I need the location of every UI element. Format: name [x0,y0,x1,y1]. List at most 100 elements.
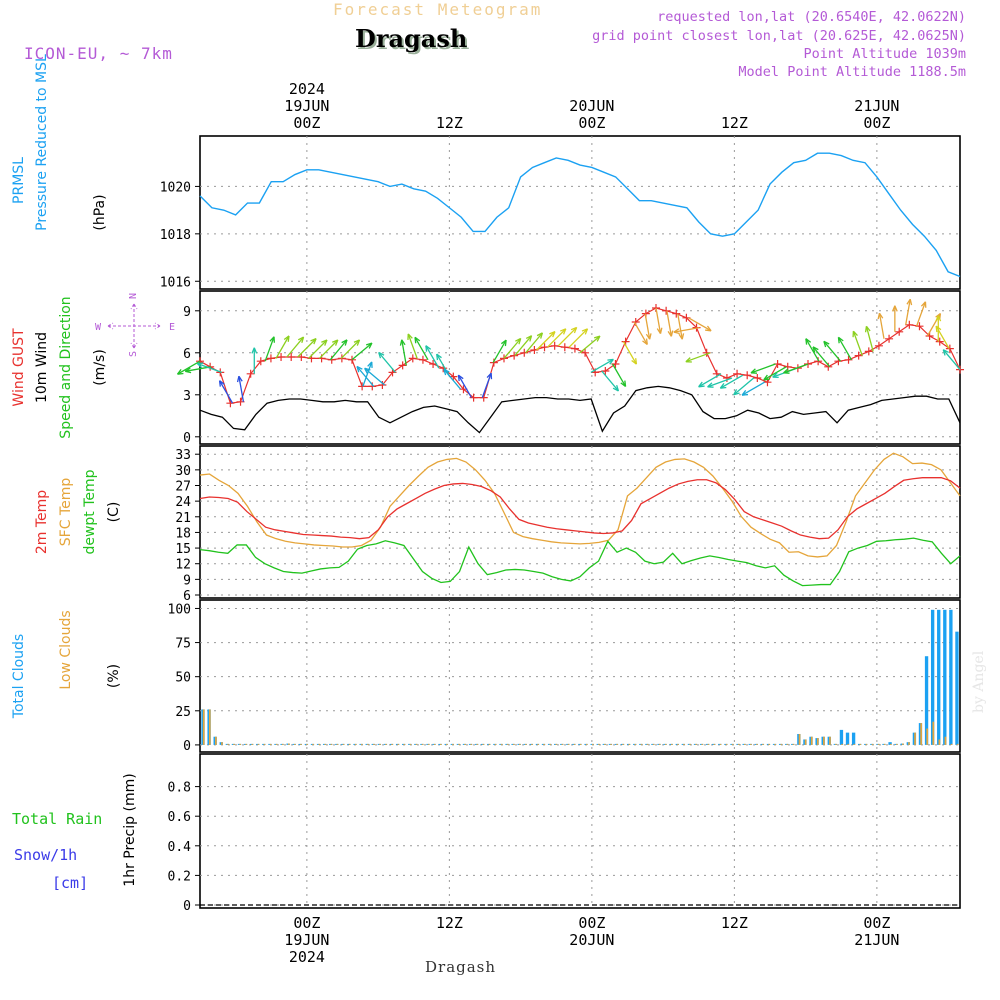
wind-direction-arrowhead [772,372,779,379]
wind-direction-arrowhead [805,338,812,345]
clouds-low-bar [525,743,527,745]
wind-gust-marker [601,367,610,375]
clouds-low-bar [786,743,789,745]
wind-direction-arrow [612,363,627,387]
wind-direction-arrow [733,377,755,396]
wind-direction-arrow [378,352,396,373]
wind-direction-arrowhead [549,331,556,338]
location-title: Dragash [355,24,468,53]
clouds-low-bar [494,743,497,745]
clouds-low-bar [482,743,485,745]
wind-direction-arrow [425,345,440,369]
compass-w: W [95,322,102,333]
wind-direction-arrow [275,335,290,359]
wind-gust-marker [672,309,681,318]
wind-direction-arrow [401,339,407,366]
clouds-low-bar [348,743,351,745]
temp-ytick-label: 18 [175,526,191,541]
wind-direction-arrow [601,370,619,392]
pressure-panel-frame [199,135,961,290]
clouds-low-bar [756,743,758,745]
wind-direction-arrowhead [837,336,844,344]
wind-direction-arrow [673,326,700,333]
clouds-low-bar [731,743,734,745]
wind-gust-marker [864,347,873,356]
time-tick-label: 00Z [293,114,320,132]
wind-direction-arrowhead [251,347,258,354]
wind-direction-arrowhead [570,326,578,334]
clouds-low-bar [902,743,904,745]
clouds-low-bar [628,743,631,745]
wind-direction-arrowhead [457,374,464,382]
clouds-total-bar [937,609,941,745]
clouds-axis-label: Total Clouds [11,634,27,719]
wind-direction-arrow [514,335,533,357]
clouds-low-bar [263,743,266,745]
temp-axis-label: SFC Temp [58,478,74,547]
precip-ytick-label: 0.6 [168,810,191,825]
clouds-total-bar [888,742,892,745]
precip-panel-frame [199,753,961,909]
wind-direction-arrow [568,328,588,348]
wind-direction-arrowhead [656,327,663,334]
precip-ytick-label: 0.8 [168,781,191,796]
wind-direction-arrowhead [283,335,290,342]
wind-direction-arrow [238,376,245,402]
temp-ytick-label: 21 [175,511,191,526]
wind-gust-marker [246,369,255,378]
clouds-low-bar [677,743,679,745]
wind-direction-arrowhead [581,328,589,335]
wind-ytick-label: 3 [183,389,191,404]
clouds-low-bar [452,743,454,745]
wind-direction-arrowhead [673,328,680,335]
temp-t2m-line [199,477,961,540]
wind-direction-arrow [677,313,683,340]
wind-gust-marker [256,357,265,366]
wind-gust-marker [753,374,762,382]
time-tick-label: 20JUN [569,97,614,115]
wind-direction-arrowhead [310,338,317,345]
wind-direction-arrow [318,339,339,359]
clouds-low-bar [312,743,314,745]
clouds-low-bar [306,743,308,745]
gridpoint-coords: grid point closest lon,lat (20.625E, 42.… [592,28,966,44]
wind-direction-arrowhead [612,384,620,392]
clouds-low-bar [221,742,223,745]
wind-direction-arrow [492,339,507,363]
clouds-low-bar [823,736,825,745]
temp-axis-label: 2m Temp [34,490,50,554]
compass-e: E [169,322,175,333]
clouds-low-bar [938,739,941,745]
clouds-ytick-label: 100 [168,602,191,617]
clouds-low-bar [458,743,460,745]
clouds-low-bar [865,743,868,745]
wind-direction-arrowhead [620,380,627,388]
clouds-low-bar [330,743,333,745]
clouds-low-bar [610,743,612,745]
wind-direction-arrow [308,339,328,359]
wind-direction-arrowhead [321,339,328,346]
clouds-low-bar [810,736,813,745]
clouds-low-bar [598,743,600,745]
wind-direction-arrowhead [364,367,371,374]
wind-direction-arrowhead [852,330,858,338]
wind-direction-arrow [503,338,522,359]
wind-direction-arrow [546,328,567,348]
clouds-low-bar [433,743,436,745]
time-tick-label: 19JUN [284,931,329,949]
wind-direction-arrowhead [733,389,740,396]
clouds-low-bar [652,743,655,745]
clouds-low-bar [367,743,369,745]
clouds-low-bar [713,743,716,745]
clouds-low-bar [239,743,242,745]
clouds-ytick-label: 75 [175,637,191,652]
wind-direction-arrow [329,339,348,361]
model-label: ICON-EU, ~ 7km [24,44,173,63]
wind-gust-marker [297,353,306,361]
wind-direction-arrow [356,366,375,387]
wind-direction-arrowhead [525,335,533,342]
clouds-low-bar [202,709,205,745]
wind-gust-marker [287,353,296,361]
wind-direction-arrowhead [750,368,758,374]
